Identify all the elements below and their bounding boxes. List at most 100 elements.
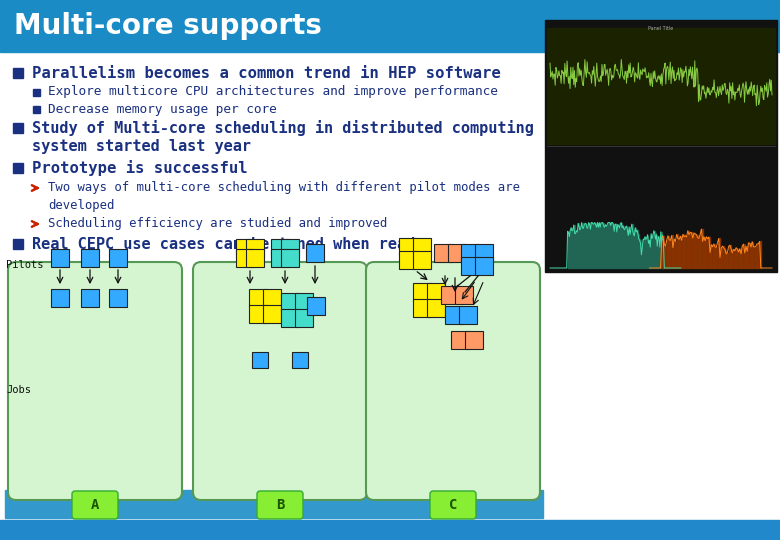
Text: system started last year: system started last year <box>32 138 251 153</box>
Bar <box>109 289 127 307</box>
Bar <box>630 234 631 268</box>
Bar <box>654 233 655 268</box>
Bar <box>109 249 127 267</box>
Bar <box>574 225 575 268</box>
Bar <box>5 490 543 518</box>
Bar <box>758 244 760 268</box>
Bar <box>590 229 591 268</box>
Bar <box>608 222 609 268</box>
Bar <box>757 244 758 268</box>
Bar <box>618 225 619 268</box>
Bar <box>606 226 607 268</box>
Bar <box>295 309 313 327</box>
Bar <box>307 297 325 315</box>
Text: A: A <box>90 498 99 512</box>
Bar <box>612 222 613 268</box>
Bar <box>427 299 445 317</box>
Bar <box>667 240 668 268</box>
Text: Pilots: Pilots <box>6 260 44 270</box>
Bar <box>711 245 713 268</box>
Bar <box>690 232 692 268</box>
Bar <box>413 251 431 269</box>
Bar <box>621 222 622 268</box>
Bar <box>636 232 637 268</box>
Bar <box>605 225 606 268</box>
Bar <box>81 249 99 267</box>
Bar <box>678 238 679 268</box>
Bar <box>281 293 299 311</box>
Bar <box>604 227 605 268</box>
Bar <box>726 254 728 268</box>
Bar <box>475 244 493 262</box>
Bar <box>661 238 663 268</box>
Bar <box>697 238 699 268</box>
Bar <box>594 224 595 268</box>
Bar <box>751 247 752 268</box>
Bar <box>640 244 641 268</box>
Bar <box>441 286 459 304</box>
Bar <box>413 283 431 301</box>
Bar <box>587 228 588 268</box>
Bar <box>710 253 711 268</box>
Bar <box>728 253 729 268</box>
Bar <box>635 228 636 268</box>
Bar <box>13 68 23 78</box>
Bar <box>579 226 580 268</box>
Bar <box>589 222 590 268</box>
Bar <box>246 239 264 257</box>
FancyBboxPatch shape <box>430 491 476 519</box>
Bar <box>33 105 40 112</box>
Bar <box>707 239 709 268</box>
Text: Two ways of multi-core scheduling with different pilot modes are: Two ways of multi-core scheduling with d… <box>48 181 520 194</box>
Bar <box>271 249 289 267</box>
Bar <box>747 252 749 268</box>
Bar <box>246 249 264 267</box>
Bar <box>575 233 576 268</box>
Bar <box>51 249 69 267</box>
Bar <box>741 254 743 268</box>
Bar <box>673 248 674 268</box>
Bar <box>661 242 662 268</box>
Bar <box>641 255 642 268</box>
Bar <box>646 239 647 268</box>
Bar <box>0 0 780 52</box>
FancyBboxPatch shape <box>193 262 367 500</box>
Bar <box>465 331 483 349</box>
Bar <box>693 238 694 268</box>
Bar <box>714 244 715 268</box>
Bar <box>632 224 633 268</box>
Bar <box>252 352 268 368</box>
Bar <box>597 222 598 268</box>
Text: Real CEPC use cases can be tuned when ready: Real CEPC use cases can be tuned when re… <box>32 237 424 252</box>
Bar <box>633 234 634 268</box>
Bar <box>413 299 431 317</box>
Bar <box>680 236 682 268</box>
Bar <box>750 243 751 268</box>
Bar <box>657 235 658 268</box>
Bar <box>634 236 635 268</box>
Bar <box>700 234 701 268</box>
Bar <box>596 225 597 268</box>
Bar <box>692 233 693 268</box>
Text: Decrease memory usage per core: Decrease memory usage per core <box>48 103 277 116</box>
Bar <box>281 309 299 327</box>
Bar <box>709 237 710 268</box>
Bar <box>613 224 614 268</box>
Bar <box>695 234 697 268</box>
Bar <box>730 245 731 268</box>
Bar <box>664 241 665 268</box>
Bar <box>649 240 651 268</box>
Bar <box>578 224 579 268</box>
Bar <box>679 239 680 268</box>
Bar <box>669 240 671 268</box>
Bar <box>639 239 640 268</box>
Bar <box>660 247 661 268</box>
Bar <box>658 237 659 268</box>
Bar <box>715 247 716 268</box>
Bar <box>598 227 599 268</box>
Bar <box>249 305 267 323</box>
Bar <box>413 238 431 256</box>
Bar <box>631 229 632 268</box>
Bar <box>756 246 757 268</box>
Bar <box>572 231 573 268</box>
